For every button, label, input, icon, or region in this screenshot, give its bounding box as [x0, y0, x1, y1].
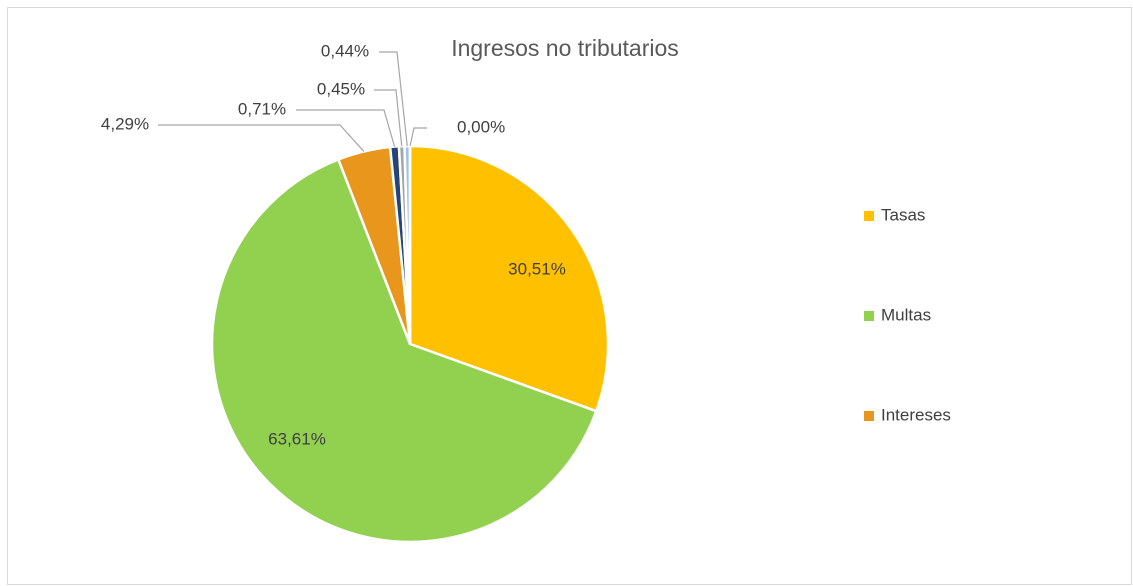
data-label: 4,29% — [101, 114, 149, 133]
leader-line — [296, 109, 396, 147]
legend-swatch — [864, 311, 874, 321]
legend-label: Tasas — [881, 205, 925, 224]
data-label: 63,61% — [268, 429, 326, 448]
legend-swatch — [864, 211, 874, 221]
leader-line — [158, 124, 365, 152]
pie-slice — [210, 157, 598, 544]
legend-swatch — [864, 411, 874, 421]
data-label: 0,44% — [321, 41, 369, 60]
data-label: 0,71% — [238, 99, 286, 118]
leader-line — [374, 89, 403, 147]
data-label: 30,51% — [508, 259, 566, 278]
data-label: 0,45% — [317, 79, 365, 98]
leader-line — [379, 51, 408, 147]
chart-title: Ingresos no tributarios — [451, 35, 679, 61]
leader-line — [409, 127, 427, 147]
legend-label: Intereses — [881, 405, 951, 424]
legend-label: Multas — [881, 305, 931, 324]
pie-slice — [408, 144, 610, 413]
data-label: 0,00% — [457, 117, 505, 136]
